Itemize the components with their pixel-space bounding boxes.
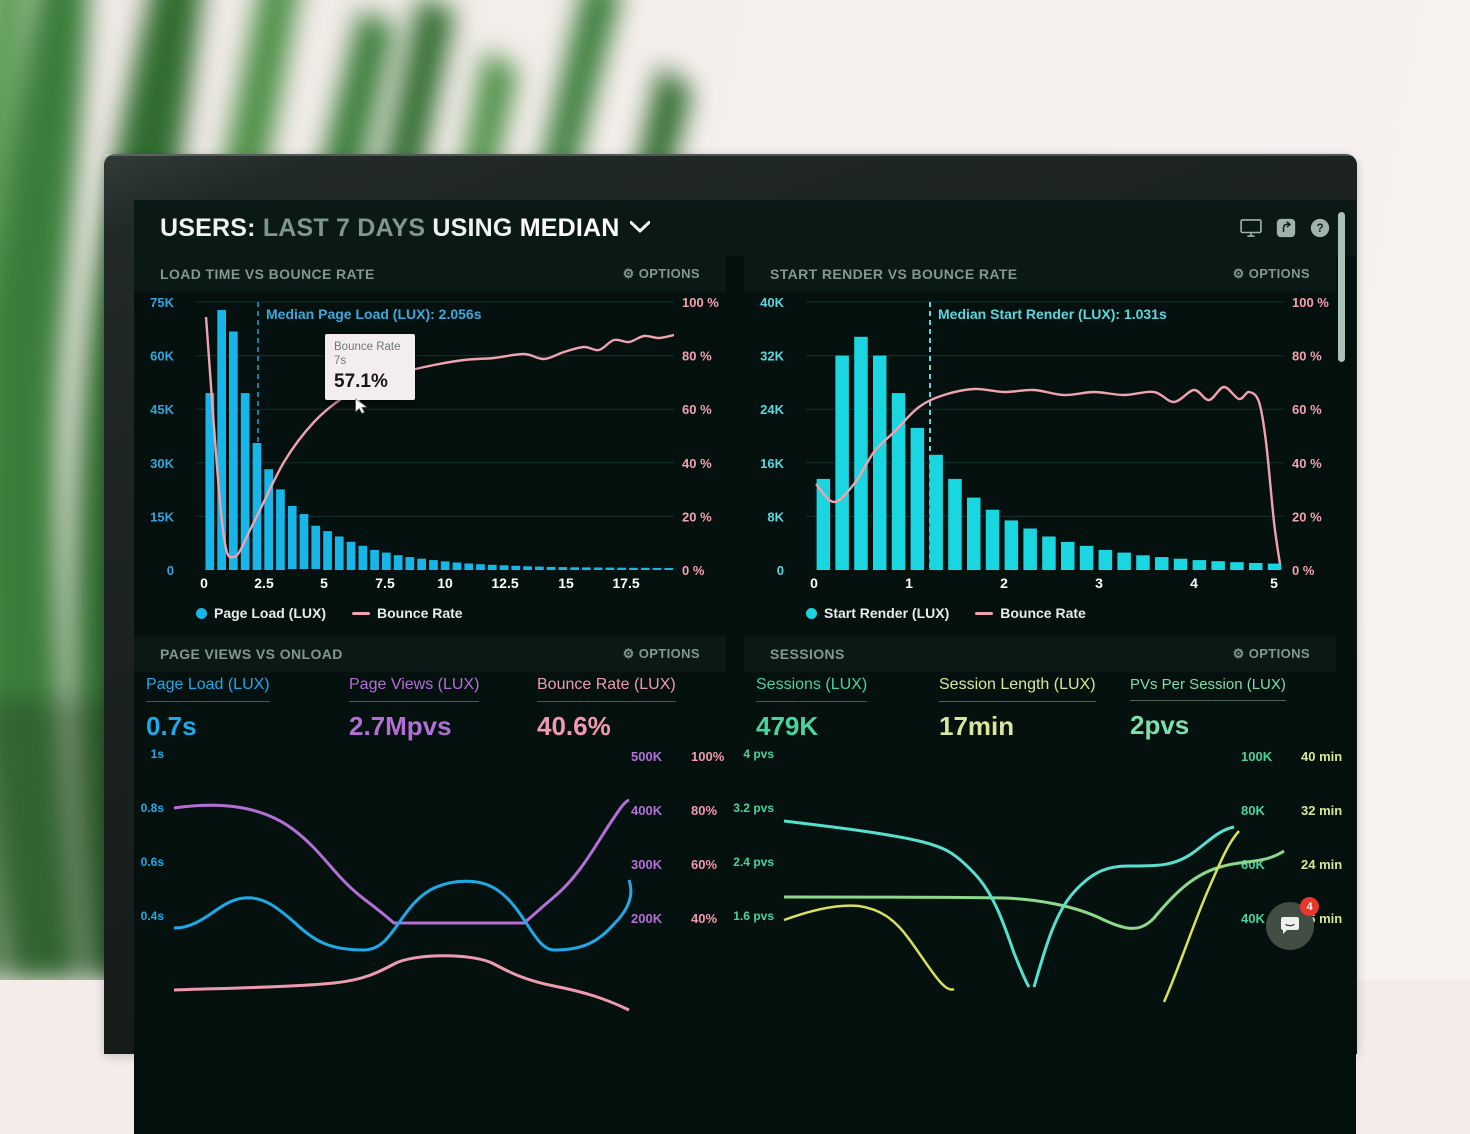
svg-text:80 %: 80 %	[1292, 349, 1322, 364]
svg-text:40 min: 40 min	[1301, 749, 1342, 764]
svg-text:40K: 40K	[760, 295, 784, 310]
svg-text:200K: 200K	[631, 911, 663, 926]
svg-text:60 %: 60 %	[1292, 402, 1322, 417]
svg-text:60K: 60K	[150, 349, 174, 364]
svg-text:100 %: 100 %	[682, 295, 719, 310]
svg-text:75K: 75K	[150, 295, 174, 310]
svg-text:16K: 16K	[760, 456, 784, 471]
svg-text:17.5: 17.5	[612, 575, 639, 591]
svg-text:40 %: 40 %	[682, 456, 712, 471]
svg-text:1: 1	[905, 575, 913, 591]
svg-text:0: 0	[200, 575, 208, 591]
svg-text:12.5: 12.5	[491, 575, 518, 591]
svg-text:Median Start Render (LUX): 1.0: Median Start Render (LUX): 1.031s	[938, 306, 1167, 322]
svg-text:40%: 40%	[691, 911, 717, 926]
svg-text:4: 4	[1190, 575, 1198, 591]
svg-text:?: ?	[1316, 222, 1323, 235]
svg-text:30K: 30K	[150, 456, 174, 471]
svg-text:100%: 100%	[691, 749, 725, 764]
svg-text:5: 5	[1270, 575, 1278, 591]
svg-text:60%: 60%	[691, 857, 717, 872]
svg-text:2: 2	[1000, 575, 1008, 591]
svg-text:300K: 300K	[631, 857, 663, 872]
svg-text:500K: 500K	[631, 749, 663, 764]
svg-text:0 %: 0 %	[1292, 563, 1315, 578]
svg-text:20 %: 20 %	[1292, 509, 1322, 524]
svg-text:2.4 pvs: 2.4 pvs	[733, 855, 774, 869]
svg-text:4 pvs: 4 pvs	[743, 747, 774, 761]
svg-text:24 min: 24 min	[1301, 857, 1342, 872]
svg-text:400K: 400K	[631, 803, 663, 818]
svg-text:80K: 80K	[1241, 803, 1265, 818]
svg-text:0.4s: 0.4s	[141, 909, 165, 923]
svg-text:32K: 32K	[760, 349, 784, 364]
svg-text:3: 3	[1095, 575, 1103, 591]
svg-text:10: 10	[437, 575, 453, 591]
svg-text:45K: 45K	[150, 402, 174, 417]
svg-text:7.5: 7.5	[375, 575, 395, 591]
svg-text:0: 0	[167, 563, 174, 578]
svg-text:40K: 40K	[1241, 911, 1265, 926]
svg-text:8K: 8K	[767, 509, 784, 524]
svg-text:Median Page Load (LUX): 2.056s: Median Page Load (LUX): 2.056s	[266, 306, 482, 322]
svg-text:2.5: 2.5	[254, 575, 274, 591]
svg-text:20 %: 20 %	[682, 509, 712, 524]
svg-text:100K: 100K	[1241, 749, 1273, 764]
svg-text:15K: 15K	[150, 509, 174, 524]
svg-text:5: 5	[320, 575, 328, 591]
svg-text:32 min: 32 min	[1301, 803, 1342, 818]
svg-text:80 %: 80 %	[682, 349, 712, 364]
svg-text:0 %: 0 %	[682, 563, 705, 578]
svg-text:0: 0	[810, 575, 818, 591]
svg-text:0.8s: 0.8s	[141, 801, 165, 815]
svg-text:40 %: 40 %	[1292, 456, 1322, 471]
svg-text:15: 15	[558, 575, 574, 591]
svg-text:60 %: 60 %	[682, 402, 712, 417]
svg-text:24K: 24K	[760, 402, 784, 417]
svg-text:0: 0	[777, 563, 784, 578]
svg-text:80%: 80%	[691, 803, 717, 818]
svg-text:1.6 pvs: 1.6 pvs	[733, 909, 774, 923]
svg-text:3.2 pvs: 3.2 pvs	[733, 801, 774, 815]
svg-text:1s: 1s	[151, 747, 165, 761]
svg-text:0.6s: 0.6s	[141, 855, 165, 869]
svg-text:100 %: 100 %	[1292, 295, 1329, 310]
